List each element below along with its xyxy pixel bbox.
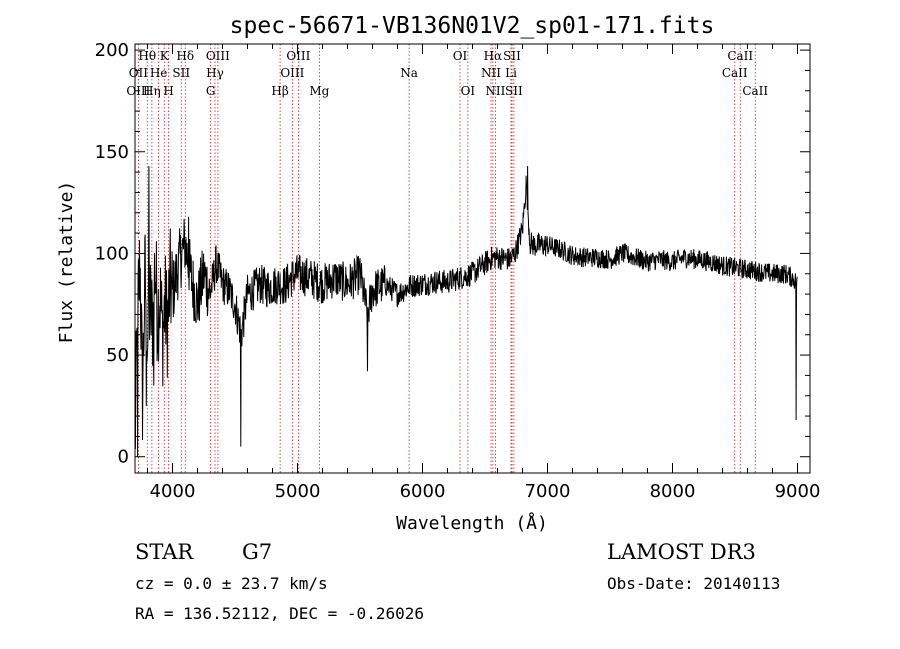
y-tick-label: 200 [95,40,129,61]
x-tick-label: 6000 [400,481,446,502]
y-tick-label: 100 [95,243,129,264]
spectral-line-label: Hθ [138,49,156,63]
redshift-text: cz = 0.0 ± 23.7 km/s [135,574,328,593]
spectral-line-label: Hη [143,84,161,98]
x-tick-label: 4000 [150,481,196,502]
spectral-line-label: Na [400,66,418,80]
spectral-line-label: CaII [727,49,753,63]
spectral-line-label: He [150,66,168,80]
axes: 4000 5000 6000 7000 8000 9000 0 50 100 150 200 [95,40,821,502]
spectral-line-label: Hβ [271,84,288,98]
y-axis-label: Flux (relative) [56,181,77,344]
spectral-line-label: SII [172,66,190,80]
spectral-line-label: SII [503,49,521,63]
spectral-line-label: OIII [280,66,304,80]
spectral-line-label: H [163,84,173,98]
obs-date-text: Obs-Date: 20140113 [607,574,780,593]
x-tick-label: 9000 [775,481,821,502]
spectral-line-label: OII [129,66,149,80]
spectral-line-label: OI [453,49,468,63]
spectral-line-label: K [160,49,170,63]
spectral-line-label: OI [461,84,476,98]
y-tick-label: 0 [118,447,129,468]
spectral-line-label: Mg [309,84,329,98]
object-class: STAR [135,540,194,564]
y-tick-label: 50 [106,345,129,366]
x-axis-label: Wavelength (Å) [396,512,548,534]
x-tick-label: 5000 [275,481,321,502]
x-tick-label: 7000 [525,481,571,502]
spectral-line-label: G [206,84,216,98]
spectral-line-label: CaII [742,84,768,98]
y-tick-label: 150 [95,142,129,163]
object-subclass: G7 [242,540,272,564]
spectrum-series-line [134,165,798,457]
spectral-line-label: CaII [722,66,748,80]
spectral-line-label: OIII [206,49,230,63]
spectral-line-label: Hγ [206,66,224,80]
spectral-line-label: NII [481,66,501,80]
x-tick-label: 8000 [650,481,696,502]
chart-title: spec-56671-VB136N01V2_sp01-171.fits [230,13,715,39]
spectral-line-label: Hδ [176,49,194,63]
spectral-line-label: Li [505,66,517,80]
coordinates-text: RA = 136.52112, DEC = -0.26026 [135,604,424,623]
spectral-line-markers [137,44,756,473]
survey-name: LAMOST DR3 [607,540,756,564]
spectral-line-label: SII [505,84,523,98]
spectral-line-label: NII [485,84,505,98]
spectral-line-label: OIII [286,49,310,63]
spectral-line-label: Hα [484,49,503,63]
